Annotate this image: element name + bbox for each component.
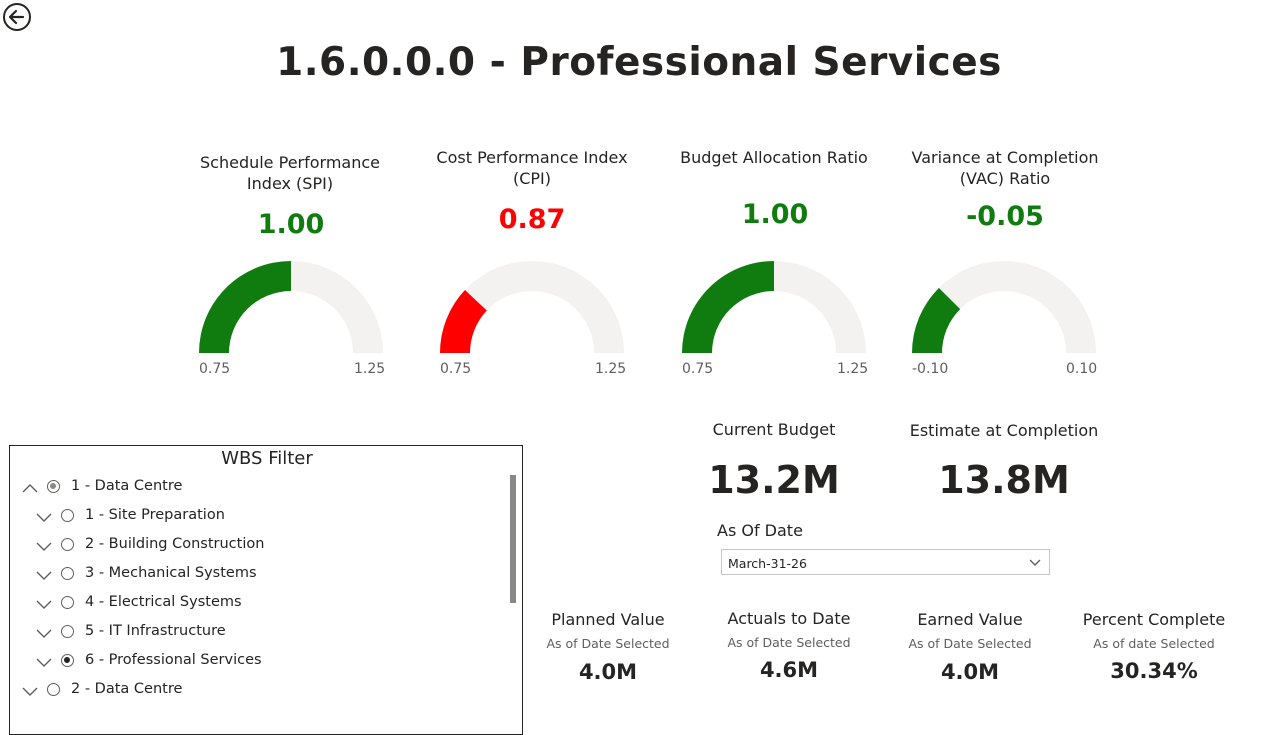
wbs-item-label: 1 - Site Preparation [85,507,225,523]
gauge-title-spi: Schedule Performance Index (SPI) [200,153,380,193]
planned-value-label: Planned Value [551,610,665,629]
gauge-min-bar: 0.75 [682,361,714,377]
actuals-to-date-label: Actuals to Date [727,609,851,628]
current-budget-value: 13.2M [708,458,840,502]
arrow-left-circle-icon [3,3,31,31]
as-of-date-value: March-31-26 [728,556,807,571]
page-title: 1.6.0.0.0 - Professional Services [276,40,1002,85]
gauge-value-bar: 1.00 [741,199,809,230]
gauge-fill [199,261,291,353]
wbs-filter-panel: WBS Filter 1 - Data Centre 1 - Site Prepa… [9,445,523,735]
planned-value: 4.0M [578,660,638,684]
as-of-date-dropdown[interactable]: March-31-26 [721,549,1050,575]
gauge-bar [682,261,866,353]
actuals-to-date-value: 4.6M [759,658,819,682]
wbs-radio[interactable] [47,480,60,493]
chevron-up-icon[interactable] [22,482,38,494]
wbs-tree-item[interactable]: 3 - Mechanical Systems [10,565,500,589]
wbs-tree-item[interactable]: 2 - Data Centre [10,681,500,705]
wbs-tree-item[interactable]: 4 - Electrical Systems [10,594,500,618]
wbs-filter-title: WBS Filter [221,448,313,469]
gauge-vac [912,261,1096,353]
earned-value: 4.0M [940,660,1000,684]
wbs-item-label: 6 - Professional Services [85,652,262,668]
gauge-spi [199,261,383,353]
wbs-radio[interactable] [61,654,74,667]
current-budget-label: Current Budget [712,420,836,439]
gauge-max-cpi: 1.25 [595,361,627,377]
gauge-title-bar: Budget Allocation Ratio [680,148,868,167]
gauge-track [440,261,624,353]
gauge-min-cpi: 0.75 [440,361,472,377]
wbs-item-label: 4 - Electrical Systems [85,594,242,610]
estimate-at-completion-label: Estimate at Completion [909,421,1099,440]
chevron-down-icon[interactable] [36,598,52,610]
as-of-date-label: As Of Date [717,521,803,540]
chevron-down-icon[interactable] [36,540,52,552]
gauge-max-bar: 1.25 [837,361,869,377]
actuals-to-date-sub: As of Date Selected [727,635,851,650]
gauge-fill [682,261,774,353]
percent-complete-label: Percent Complete [1082,610,1226,629]
gauge-cpi [440,261,624,353]
gauge-value-vac: -0.05 [966,201,1044,232]
earned-value-sub: As of Date Selected [908,636,1032,651]
chevron-down-icon [1029,559,1041,566]
earned-value-label: Earned Value [917,610,1023,629]
percent-complete-value: 30.34% [1110,659,1198,683]
gauge-title-vac: Variance at Completion (VAC) Ratio [911,148,1099,188]
wbs-item-label: 3 - Mechanical Systems [85,565,257,581]
estimate-at-completion-value: 13.8M [938,458,1070,502]
chevron-down-icon[interactable] [36,511,52,523]
wbs-tree-item[interactable]: 6 - Professional Services [10,652,500,676]
wbs-tree-item[interactable]: 1 - Site Preparation [10,507,500,531]
wbs-tree-item[interactable]: 2 - Building Construction [10,536,500,560]
gauge-fill [912,287,961,353]
wbs-item-label: 1 - Data Centre [71,478,183,494]
gauge-min-vac: -0.10 [912,361,949,377]
wbs-radio[interactable] [61,625,74,638]
chevron-down-icon[interactable] [36,656,52,668]
wbs-item-label: 2 - Data Centre [71,681,183,697]
wbs-radio-dot [64,657,70,663]
wbs-radio[interactable] [61,538,74,551]
wbs-scrollbar[interactable] [510,475,516,603]
gauge-max-vac: 0.10 [1066,361,1098,377]
gauge-min-spi: 0.75 [199,361,231,377]
gauge-value-cpi: 0.87 [498,204,566,235]
gauge-fill [440,290,487,353]
gauge-value-spi: 1.00 [257,209,325,240]
wbs-radio[interactable] [61,567,74,580]
back-button[interactable] [2,2,32,32]
planned-value-sub: As of Date Selected [546,636,670,651]
chevron-down-icon[interactable] [36,627,52,639]
wbs-radio[interactable] [61,509,74,522]
wbs-item-label: 2 - Building Construction [85,536,265,552]
wbs-radio[interactable] [47,683,60,696]
gauge-title-cpi: Cost Performance Index (CPI) [436,148,628,188]
wbs-radio-dot [50,483,56,489]
chevron-down-icon[interactable] [36,569,52,581]
chevron-down-icon[interactable] [22,685,38,697]
wbs-tree-item[interactable]: 5 - IT Infrastructure [10,623,500,647]
wbs-tree-item[interactable]: 1 - Data Centre [10,478,500,502]
wbs-item-label: 5 - IT Infrastructure [85,623,226,639]
gauge-max-spi: 1.25 [354,361,386,377]
percent-complete-sub: As of date Selected [1093,636,1215,651]
wbs-radio[interactable] [61,596,74,609]
gauge-track [912,261,1096,353]
